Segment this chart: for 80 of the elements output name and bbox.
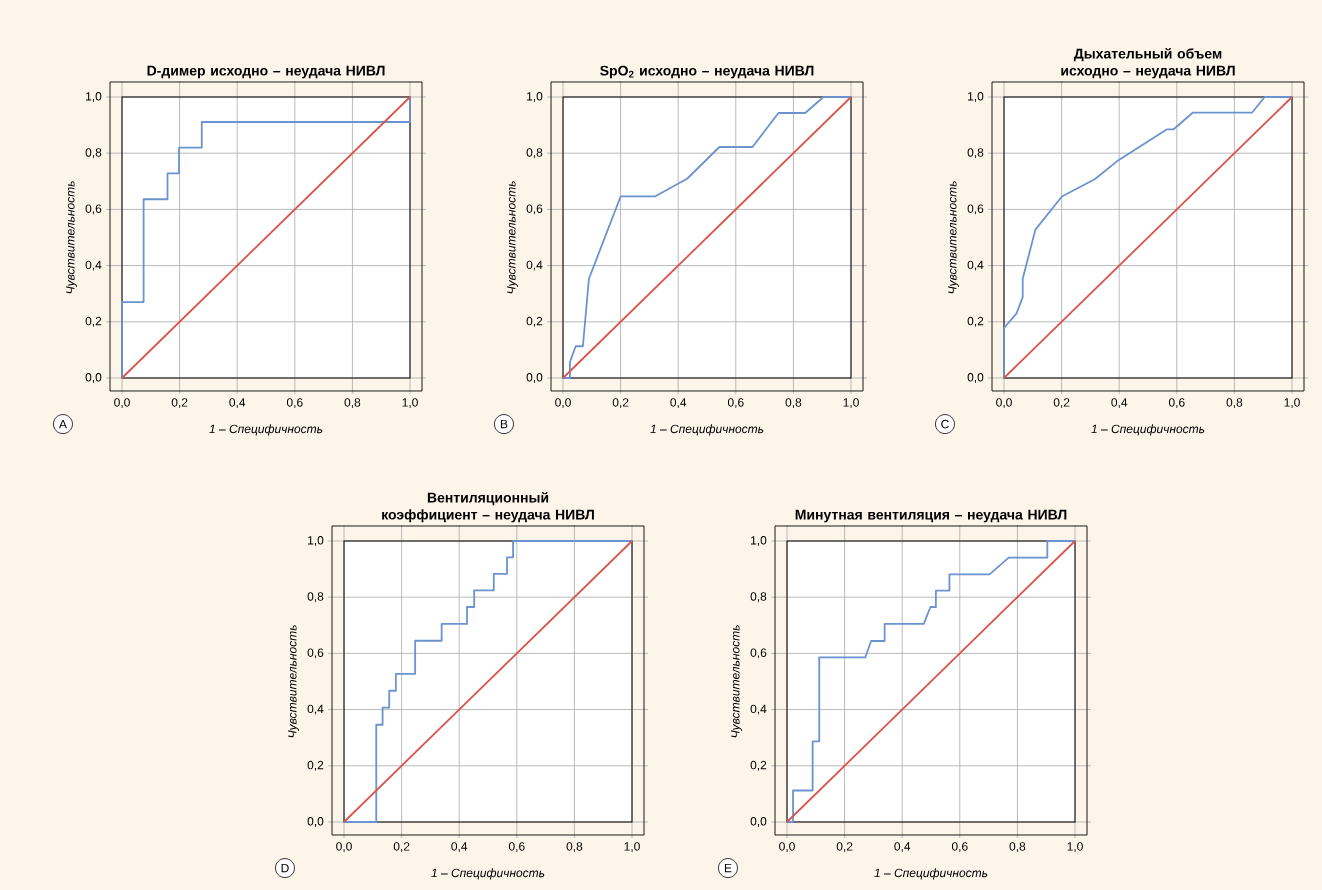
- y-tick-label: 0,8: [307, 592, 324, 603]
- y-tick-label: 0,4: [750, 704, 767, 715]
- x-tick-label: 1,0: [843, 398, 859, 409]
- y-tick-label: 0,8: [85, 148, 102, 159]
- x-tick-label: 0,2: [1053, 398, 1070, 409]
- chart-title: Дыхательный объем исходно – неудача НИВЛ: [1061, 48, 1235, 79]
- text: E: [724, 863, 732, 873]
- y-tick-label: 0,8: [526, 148, 543, 159]
- x-tick-label: 1,0: [624, 842, 640, 853]
- x-tick-label: 0,2: [393, 842, 410, 853]
- y-tick-label: 1,0: [751, 536, 767, 546]
- y-tick-label: 1,0: [308, 536, 324, 546]
- x-tick-label: 0,2: [612, 398, 629, 409]
- chart-title: SpO$_{2}$ исходно – неудача НИВЛ: [600, 65, 814, 79]
- y-tick-label: 0,2: [307, 760, 324, 771]
- y-tick-label: 0,2: [750, 760, 767, 771]
- y-axis-title: Чувствительность: [731, 625, 742, 738]
- x-tick-label: 0,8: [1226, 398, 1243, 409]
- x-tick-label: 0,8: [566, 842, 583, 853]
- y-tick-label: 0,4: [307, 704, 324, 715]
- x-axis-title: 1 – Специфичность: [431, 868, 545, 880]
- y-tick-label: 1,0: [86, 92, 102, 102]
- y-axis-title: Чувствительность: [66, 181, 77, 294]
- y-tick-label: 0,4: [967, 260, 984, 271]
- x-tick-label: 0,0: [114, 398, 130, 409]
- x-tick-label: 0,2: [836, 842, 853, 853]
- y-tick-label: 0,4: [85, 260, 102, 271]
- y-tick-label: 0,0: [307, 817, 324, 827]
- text: C: [941, 419, 949, 429]
- y-axis-title: Чувствительность: [948, 181, 959, 294]
- x-tick-label: 0,0: [779, 842, 795, 853]
- y-tick-label: 0,0: [750, 817, 767, 827]
- x-tick-label: 1,0: [1067, 842, 1083, 853]
- y-tick-label: 0,8: [967, 148, 984, 159]
- x-tick-label: 0,8: [344, 398, 361, 409]
- x-tick-label: 0,0: [996, 398, 1012, 409]
- x-tick-label: 0,0: [555, 398, 571, 409]
- y-tick-label: 0,0: [967, 373, 984, 383]
- x-tick-label: 0,2: [171, 398, 188, 409]
- y-tick-label: 0,6: [750, 648, 767, 659]
- x-tick-label: 0,6: [508, 842, 525, 853]
- y-tick-label: 1,0: [527, 92, 543, 102]
- x-tick-label: 0,4: [670, 398, 687, 409]
- y-tick-label: 0,2: [967, 316, 984, 327]
- x-tick-label: 0,8: [1009, 842, 1026, 853]
- x-axis-title: 1 – Специфичность: [1091, 424, 1205, 436]
- y-tick-label: 0,6: [307, 648, 324, 659]
- x-tick-label: 0,6: [286, 398, 303, 409]
- x-tick-label: 0,8: [785, 398, 802, 409]
- y-tick-label: 0,0: [526, 373, 543, 383]
- x-tick-label: 1,0: [402, 398, 418, 409]
- chart-title: Вентиляционный коэффициент – неудача НИВЛ: [382, 492, 594, 523]
- x-tick-label: 0,0: [336, 842, 352, 853]
- text: A: [58, 419, 67, 429]
- x-axis-title: 1 – Специфичность: [874, 868, 988, 880]
- y-axis-title: Чувствительность: [507, 181, 518, 294]
- chart-title: Минутная вентиляция – неудача НИВЛ: [795, 509, 1067, 523]
- y-tick-label: 1,0: [968, 92, 984, 102]
- y-axis-title: Чувствительность: [288, 625, 299, 738]
- x-tick-label: 0,6: [951, 842, 968, 853]
- x-tick-label: 0,6: [1168, 398, 1185, 409]
- x-tick-label: 0,4: [894, 842, 911, 853]
- chart-title: D-димер исходно – неудача НИВЛ: [147, 65, 385, 79]
- y-tick-label: 0,4: [526, 260, 543, 271]
- x-tick-label: 1,0: [1284, 398, 1300, 409]
- y-tick-label: 0,0: [85, 373, 102, 383]
- x-tick-label: 0,4: [229, 398, 246, 409]
- text: B: [500, 419, 508, 429]
- x-tick-label: 0,4: [451, 842, 468, 853]
- y-tick-label: 0,6: [967, 204, 984, 215]
- y-tick-label: 0,2: [526, 316, 543, 327]
- y-tick-label: 0,2: [85, 316, 102, 327]
- x-axis-title: 1 – Специфичность: [209, 424, 323, 436]
- y-tick-label: 0,6: [526, 204, 543, 215]
- x-tick-label: 0,4: [1111, 398, 1128, 409]
- y-tick-label: 0,8: [750, 592, 767, 603]
- y-tick-label: 0,6: [85, 204, 102, 215]
- text: D: [281, 863, 289, 873]
- x-axis-title: 1 – Специфичность: [650, 424, 764, 436]
- x-tick-label: 0,6: [727, 398, 744, 409]
